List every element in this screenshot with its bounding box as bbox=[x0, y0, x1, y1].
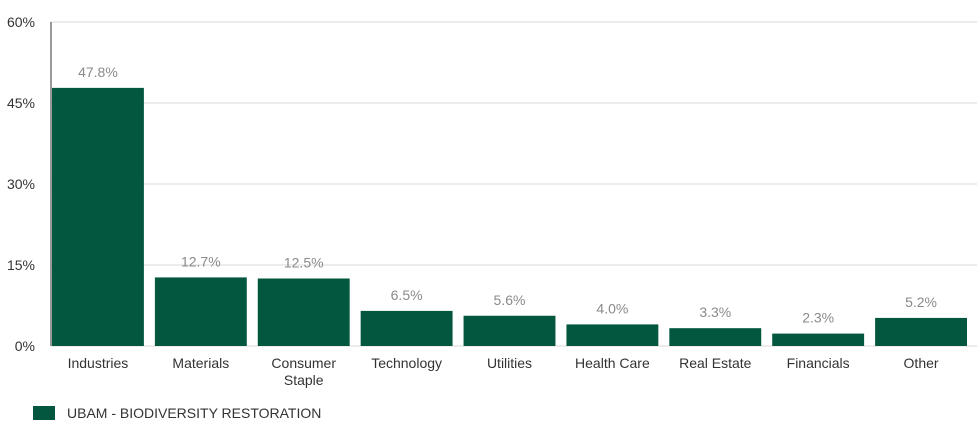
bars bbox=[52, 87, 967, 346]
data-label: 2.3% bbox=[802, 310, 834, 326]
y-tick-label: 0% bbox=[15, 338, 35, 354]
legend-swatch bbox=[33, 406, 55, 420]
bar bbox=[669, 328, 762, 346]
data-label: 12.5% bbox=[284, 255, 324, 271]
category-label: Health Care bbox=[575, 355, 650, 371]
y-axis-ticks: 0% 15% 30% 45% 60% bbox=[7, 14, 35, 354]
bar bbox=[566, 324, 659, 346]
y-tick-label: 45% bbox=[7, 95, 35, 111]
data-label: 47.8% bbox=[78, 64, 118, 80]
data-label: 12.7% bbox=[181, 253, 221, 269]
bar bbox=[52, 87, 144, 346]
category-label: Industries bbox=[68, 355, 129, 371]
category-label: Consumer Staple bbox=[271, 355, 336, 388]
data-labels: 47.8% 12.7% 12.5% 6.5% 5.6% 4.0% 3.3% 2.3% 5.2% bbox=[78, 64, 937, 326]
data-label: 4.0% bbox=[596, 300, 628, 316]
bar bbox=[875, 317, 967, 346]
bar bbox=[257, 278, 350, 346]
bar bbox=[154, 277, 247, 346]
bar bbox=[360, 310, 453, 346]
category-label: Materials bbox=[172, 355, 229, 371]
y-tick-label: 30% bbox=[7, 176, 35, 192]
data-label: 6.5% bbox=[391, 287, 423, 303]
legend-label: UBAM - BIODIVERSITY RESTORATION bbox=[67, 405, 322, 421]
category-label: Financials bbox=[787, 355, 850, 371]
data-label: 5.6% bbox=[494, 292, 526, 308]
category-label: Other bbox=[904, 355, 939, 371]
bar bbox=[463, 315, 556, 346]
data-label: 5.2% bbox=[905, 294, 937, 310]
category-label: Real Estate bbox=[679, 355, 752, 371]
bar bbox=[772, 333, 865, 346]
category-label: Technology bbox=[371, 355, 442, 371]
y-tick-label: 15% bbox=[7, 257, 35, 273]
x-axis-categories: Industries Materials Consumer Staple Technol… bbox=[68, 355, 939, 388]
data-label: 3.3% bbox=[699, 304, 731, 320]
category-label: Utilities bbox=[487, 355, 532, 371]
bar-chart: 0% 15% 30% 45% 60% 47.8% 12.7% 12.5% 6.5% 5.6% 4.… bbox=[7, 14, 977, 388]
y-tick-label: 60% bbox=[7, 14, 35, 30]
legend: UBAM - BIODIVERSITY RESTORATION bbox=[33, 405, 321, 421]
